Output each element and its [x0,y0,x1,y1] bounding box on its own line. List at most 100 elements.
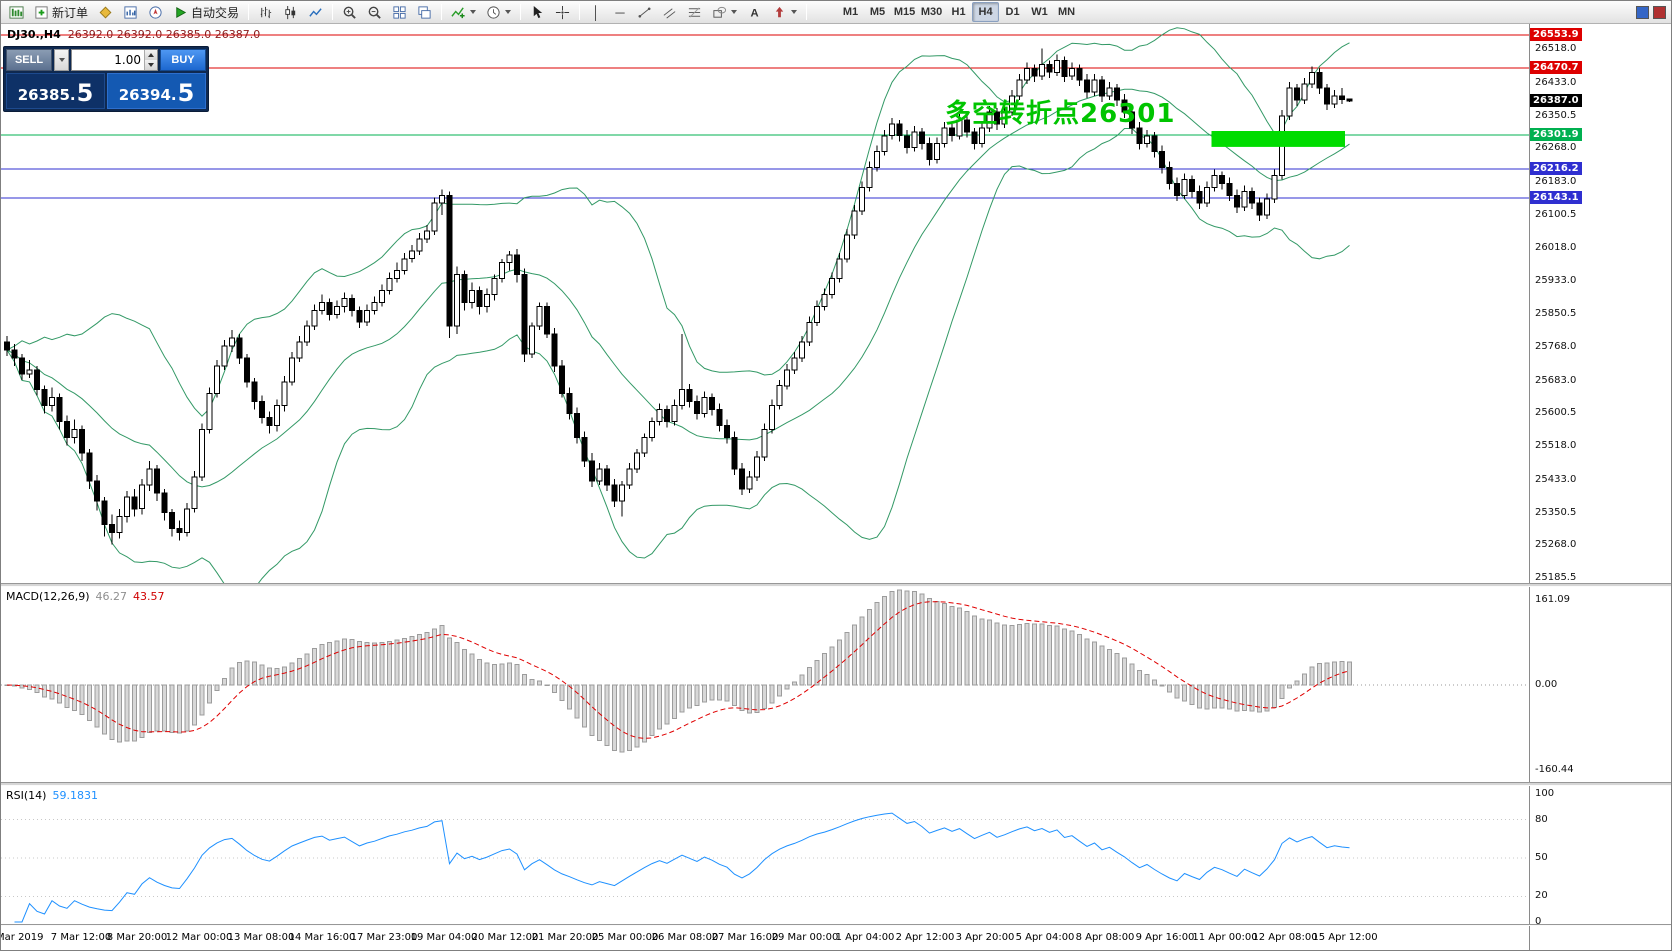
panel-separator[interactable] [1,924,1671,926]
rsi-value: 59.1831 [52,789,98,802]
bar-chart-mode-button[interactable] [253,2,278,22]
shapes-icon [713,6,727,18]
line-chart-icon [309,7,322,17]
terminal-icon [4,2,29,22]
time-axis-label: 3 Apr 20:00 [955,932,1015,943]
timeframe-d1[interactable]: D1 [999,2,1026,22]
macd-main-value: 46.27 [95,590,128,603]
main-price-chart[interactable] [1,24,1529,583]
tile-windows-button[interactable] [387,2,412,22]
metaeditor-button[interactable] [93,2,118,22]
new-order-button[interactable]: 新订单 [29,2,93,22]
horizontal-line-icon: ─ [615,4,625,20]
rsi-label: RSI(14) 59.1831 [6,789,98,802]
autotrading-button[interactable]: 自动交易 [168,2,244,22]
metaeditor-icon [99,6,112,18]
timeframe-w1[interactable]: W1 [1026,2,1053,22]
periods-dropdown-caret [505,10,512,14]
time-axis-label: 27 Mar 16:00 [711,932,779,943]
market-watch-icon [124,5,137,19]
zoom-out-button[interactable] [362,2,387,22]
sell-button[interactable]: SELL [6,49,52,71]
crosshair-tool-button[interactable] [550,2,575,22]
text-icon: A [750,7,758,19]
fibonacci-tool-button[interactable] [682,2,707,22]
candle-chart-mode-button[interactable] [278,2,303,22]
sell-price-display[interactable]: 26385. 5 [6,73,105,109]
time-axis-label: 12 Mar 00:00 [165,932,233,943]
rsi-indicator-chart[interactable] [1,786,1529,924]
bar-chart-icon [260,6,272,18]
lot-decrease-button[interactable] [145,60,157,70]
macd-label: MACD(12,26,9) 46.27 43.57 [6,590,165,603]
time-axis-label: 5 Mar 2019 [1,932,44,943]
time-axis-label: 13 Mar 08:00 [227,932,295,943]
cursor-tool-button[interactable] [525,2,550,22]
chart-ohlc-values: 26392.0 26392.0 26385.0 26387.0 [67,28,261,41]
toolbar-separator [806,4,808,20]
lot-preset-dropdown[interactable] [54,49,69,71]
trendline-icon [638,6,651,18]
timeframe-m1[interactable]: M1 [837,2,864,22]
toolbar-separator [520,4,522,20]
toolbar: 新订单 自动交易 [1,1,1671,24]
periods-button[interactable] [481,2,516,22]
buy-price-main: 26394. [118,86,177,104]
time-axis-label: 25 Mar 00:00 [591,932,659,943]
time-axis-label: 14 Mar 16:00 [288,932,356,943]
zoom-in-button[interactable] [337,2,362,22]
channel-tool-button[interactable] [657,2,682,22]
lot-size-input[interactable]: 1.00 [71,49,158,71]
sell-price-main: 26385. [17,86,76,104]
time-axis-label: 9 Apr 16:00 [1135,932,1195,943]
panel-separator[interactable] [1,583,1671,587]
time-axis-label: 5 Apr 04:00 [1015,932,1075,943]
cascade-windows-button[interactable] [412,2,437,22]
blue-badge-icon[interactable] [1636,5,1649,19]
timeframe-m30[interactable]: M30 [918,2,945,22]
chart-symbol-period: DJ30.,H4 [7,28,61,41]
shapes-tool-button[interactable] [707,2,742,22]
buy-price-big-digit: 5 [177,79,195,107]
trendline-tool-button[interactable] [632,2,657,22]
lot-increase-button[interactable] [145,50,157,60]
sell-price-big-digit: 5 [76,79,94,107]
navigator-button[interactable] [143,2,168,22]
red-badge-icon[interactable] [1653,5,1666,19]
toolbar-separator [332,4,334,20]
autotrading-play-icon [176,6,187,18]
new-order-icon [35,5,48,19]
macd-signal-value: 43.57 [133,590,165,603]
zoom-out-icon [368,6,381,19]
panel-separator[interactable] [1,782,1671,786]
channel-icon [663,7,676,18]
time-axis-label: 21 Mar 20:00 [531,932,599,943]
lot-dropdown-caret [59,58,65,62]
cursor-icon [533,5,543,18]
macd-indicator-chart[interactable] [1,587,1529,782]
timeframe-h1[interactable]: H1 [945,2,972,22]
price-axis-column [1529,24,1671,950]
time-axis-label: 26 Mar 08:00 [651,932,719,943]
vertical-line-tool-button[interactable]: │ [584,2,608,22]
indicators-button[interactable] [446,2,481,22]
timeframe-m15[interactable]: M15 [891,2,918,22]
market-watch-button[interactable] [118,2,143,22]
text-tool-button[interactable]: A [742,2,767,22]
timeframe-mn[interactable]: MN [1053,2,1080,22]
arrows-tool-button[interactable] [767,2,802,22]
time-axis-label: 8 Apr 08:00 [1075,932,1135,943]
one-click-trading-panel: SELL 1.00 BUY 26385. 5 26394. 5 [3,46,209,112]
time-axis-label: 8 Mar 20:00 [106,932,168,943]
lot-size-value: 1.00 [114,53,141,67]
navigator-icon [149,5,162,19]
buy-price-display[interactable]: 26394. 5 [107,73,206,109]
candlestick-chart-icon [285,5,296,19]
timeframe-m5[interactable]: M5 [864,2,891,22]
timeframe-h4[interactable]: H4 [972,2,1000,22]
line-chart-mode-button[interactable] [303,2,328,22]
horizontal-line-tool-button[interactable]: ─ [608,2,632,22]
buy-button[interactable]: BUY [160,49,206,71]
